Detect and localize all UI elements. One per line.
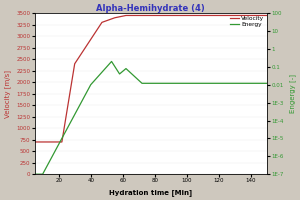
Energy bbox=[115, 69, 119, 71]
Energy bbox=[100, 71, 104, 73]
Velocity bbox=[142, 14, 146, 17]
Y-axis label: Engergy [-]: Engergy [-] bbox=[289, 74, 296, 113]
X-axis label: Hydration time [Min]: Hydration time [Min] bbox=[109, 189, 192, 196]
Velocity bbox=[103, 20, 106, 23]
Energy bbox=[64, 130, 67, 133]
Velocity bbox=[265, 14, 269, 17]
Velocity bbox=[232, 14, 236, 17]
Velocity bbox=[124, 14, 128, 17]
Energy bbox=[265, 82, 269, 85]
Energy bbox=[46, 164, 50, 166]
Legend: Velocity, Energy: Velocity, Energy bbox=[230, 16, 264, 27]
Velocity bbox=[33, 141, 36, 143]
Energy bbox=[33, 173, 36, 175]
Velocity bbox=[41, 141, 44, 143]
Energy bbox=[110, 60, 113, 63]
Line: Energy: Energy bbox=[34, 61, 267, 174]
Y-axis label: Velocity [m/s]: Velocity [m/s] bbox=[4, 70, 11, 118]
Line: Velocity: Velocity bbox=[34, 15, 267, 142]
Energy bbox=[98, 74, 101, 76]
Velocity bbox=[34, 141, 38, 143]
Energy bbox=[127, 69, 130, 72]
Title: Alpha-Hemihydrate (4): Alpha-Hemihydrate (4) bbox=[96, 4, 205, 13]
Velocity bbox=[157, 14, 160, 17]
